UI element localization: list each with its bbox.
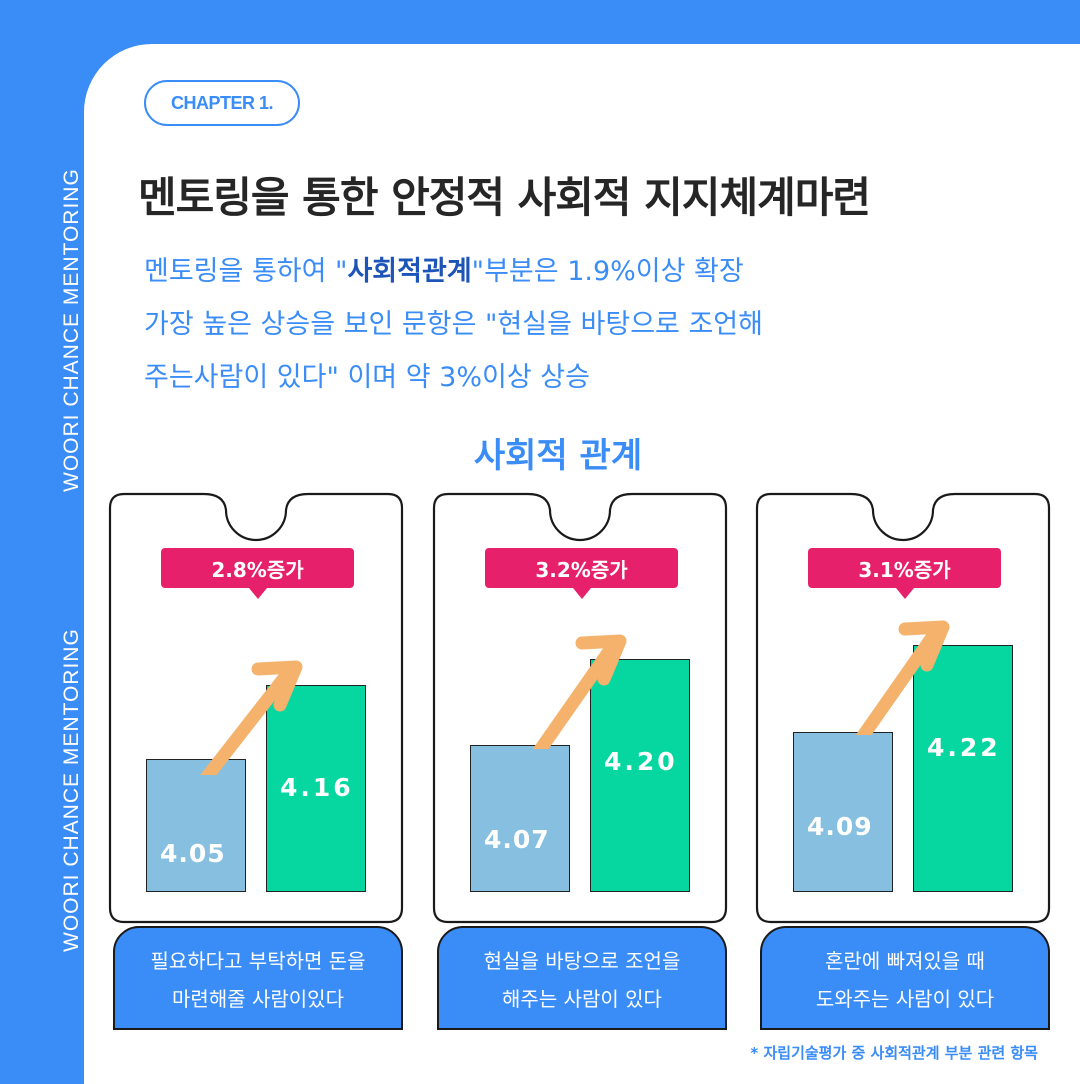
category-label-line: 혼란에 빠져있을 때 xyxy=(825,949,985,973)
trend-arrow-icon xyxy=(532,634,627,749)
category-label-line: 마련해줄 사람이있다 xyxy=(172,987,344,1011)
value-label-after: 4.22 xyxy=(927,733,1001,763)
bar-before xyxy=(793,732,893,892)
side-text-lower: WOORI CHANCE MENTORING xyxy=(60,628,83,952)
category-label-line: 해주는 사람이 있다 xyxy=(502,987,662,1011)
subtitle-line-3: 주는사람이 있다" 이며 약 3%이상 상승 xyxy=(144,362,590,393)
value-label-before: 4.07 xyxy=(484,825,550,855)
category-label-line: 현실을 바탕으로 조언을 xyxy=(483,949,681,973)
category-label-line: 필요하다고 부탁하면 돈을 xyxy=(150,949,366,973)
value-label-before: 4.09 xyxy=(807,812,873,841)
page-title: 멘토링을 통한 안정적 사회적 지지체계마련 xyxy=(138,173,871,222)
increase-badge: 3.1%증가 xyxy=(808,548,1001,599)
trend-arrow-icon xyxy=(855,620,950,736)
category-label-line: 도와주는 사람이 있다 xyxy=(815,987,995,1011)
increase-badge: 3.2%증가 xyxy=(485,548,678,599)
bar-before xyxy=(470,745,570,892)
bar-after xyxy=(266,685,366,892)
subtitle-line-1-post: "부분은 1.9%이상 확장 xyxy=(471,256,744,287)
subtitle-line-1: 멘토링을 통하여 "사회적관계"부분은 1.9%이상 확장 xyxy=(144,249,744,288)
trend-arrow-icon xyxy=(200,660,303,776)
bar-after xyxy=(590,658,690,892)
bar-after xyxy=(913,645,1013,892)
subtitle-highlight: 사회적관계 xyxy=(347,256,472,287)
value-label-before: 4.05 xyxy=(160,838,226,868)
chart-title: 사회적 관계 xyxy=(473,436,643,476)
footnote: * 자립기술평가 중 사회적관계 부분 관련 항목 xyxy=(750,1044,1038,1062)
increase-badge: 2.8%증가 xyxy=(161,548,354,599)
value-label-after: 4.16 xyxy=(280,773,354,803)
bar-before xyxy=(146,758,246,892)
chapter-badge: CHAPTER 1. xyxy=(144,80,300,126)
subtitle-line-1-pre: 멘토링을 통하여 " xyxy=(144,256,348,287)
value-label-after: 4.20 xyxy=(604,746,678,776)
subtitle-line-2: 가장 높은 상승을 보인 문항은 "현실을 바탕으로 조언해 xyxy=(144,309,763,340)
